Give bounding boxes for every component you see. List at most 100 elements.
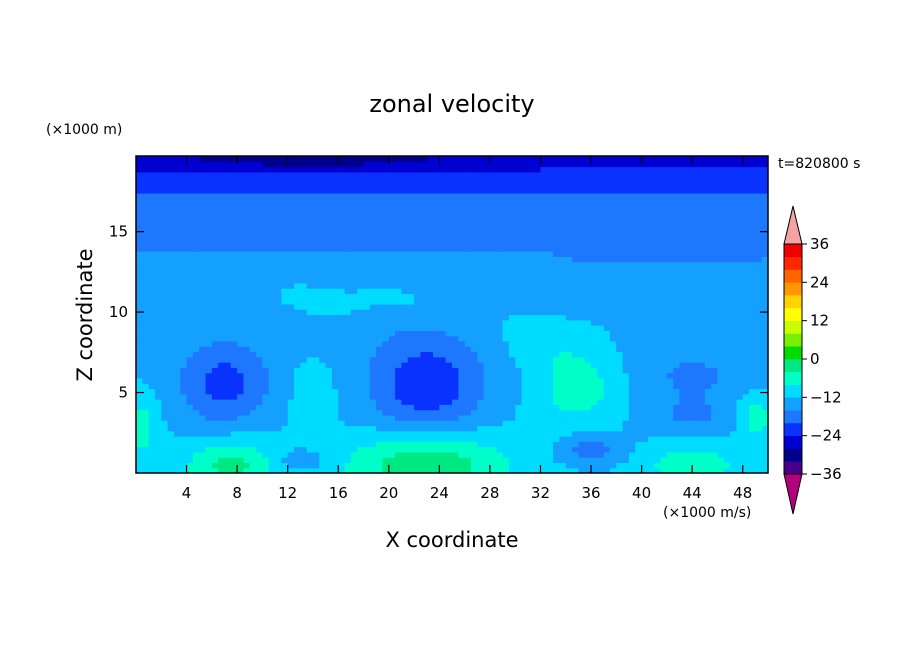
field-cell <box>610 229 617 236</box>
field-cell <box>534 219 542 226</box>
field-cell <box>477 330 485 337</box>
field-cell <box>230 425 238 432</box>
field-cell <box>666 409 674 416</box>
field-cell <box>433 441 440 448</box>
field-cell <box>230 383 238 390</box>
field-cell <box>154 240 162 247</box>
field-cell <box>445 335 453 342</box>
field-cell <box>508 240 516 247</box>
field-cell <box>300 309 308 316</box>
field-cell <box>635 309 643 316</box>
field-cell <box>673 335 681 342</box>
field-cell <box>344 251 352 257</box>
field-cell <box>287 362 295 368</box>
field-cell <box>294 340 301 347</box>
field-cell <box>142 261 150 268</box>
field-cell <box>673 430 681 437</box>
field-cell <box>610 256 617 263</box>
field-cell <box>761 356 768 363</box>
field-cell <box>711 251 719 257</box>
field-cell <box>224 420 232 427</box>
field-cell <box>591 367 598 374</box>
field-cell <box>331 451 339 458</box>
field-cell <box>470 319 478 326</box>
field-cell <box>312 346 320 353</box>
field-cell <box>433 451 440 458</box>
field-cell <box>679 314 687 321</box>
field-cell <box>180 446 188 453</box>
field-cell <box>382 240 390 247</box>
field-cell <box>489 393 497 400</box>
field-cell <box>603 240 611 247</box>
field-cell <box>483 256 491 263</box>
field-cell <box>433 393 440 400</box>
field-cell <box>666 214 674 220</box>
field-cell <box>641 235 649 242</box>
field-cell <box>154 219 162 226</box>
field-cell <box>591 372 598 379</box>
field-cell <box>395 457 403 464</box>
field-cell <box>666 436 674 442</box>
field-cell <box>540 467 548 473</box>
field-cell <box>597 325 605 331</box>
field-cell <box>237 414 245 421</box>
field-cell <box>369 303 377 310</box>
velocity-field <box>136 156 768 473</box>
field-cell <box>325 298 333 305</box>
field-cell <box>698 462 706 469</box>
field-cell <box>249 457 257 464</box>
field-cell <box>515 293 523 300</box>
field-cell <box>218 446 226 453</box>
field-cell <box>565 393 573 400</box>
field-cell <box>325 414 333 421</box>
field-cell <box>319 288 327 294</box>
field-cell <box>224 430 232 437</box>
field-cell <box>496 399 504 405</box>
field-cell <box>199 414 207 421</box>
field-cell <box>553 303 561 310</box>
field-cell <box>698 330 706 337</box>
field-cell <box>294 261 301 268</box>
field-cell <box>363 245 371 252</box>
field-cell <box>679 346 687 353</box>
field-cell <box>281 399 289 405</box>
field-cell <box>698 399 706 405</box>
field-cell <box>742 245 750 252</box>
field-cell <box>464 430 472 437</box>
field-cell <box>723 462 731 469</box>
field-cell <box>192 277 200 284</box>
field-cell <box>692 441 700 448</box>
field-cell <box>142 420 150 427</box>
field-cell <box>641 420 649 427</box>
field-cell <box>180 261 188 268</box>
field-cell <box>673 330 681 337</box>
field-cell <box>452 277 459 284</box>
field-cell <box>376 330 384 337</box>
field-cell <box>268 383 276 390</box>
field-cell <box>616 340 624 347</box>
field-cell <box>565 330 573 337</box>
field-cell <box>502 372 510 379</box>
field-cell <box>275 441 282 448</box>
field-cell <box>470 436 478 442</box>
field-cell <box>142 319 150 326</box>
field-cell <box>641 425 649 432</box>
field-cell <box>540 277 548 284</box>
field-cell <box>730 446 737 453</box>
field-cell <box>673 319 681 326</box>
field-cell <box>262 462 270 469</box>
field-cell <box>426 330 434 337</box>
field-cell <box>483 414 491 421</box>
field-cell <box>369 309 377 316</box>
field-cell <box>230 362 238 368</box>
field-cell <box>211 377 219 384</box>
field-cell <box>401 319 409 326</box>
field-cell <box>572 356 579 363</box>
field-cell <box>616 335 624 342</box>
field-cell <box>641 261 649 268</box>
field-cell <box>628 272 636 279</box>
field-cell <box>230 288 238 294</box>
field-cell <box>591 340 598 347</box>
field-cell <box>136 229 143 236</box>
field-cell <box>331 420 339 427</box>
